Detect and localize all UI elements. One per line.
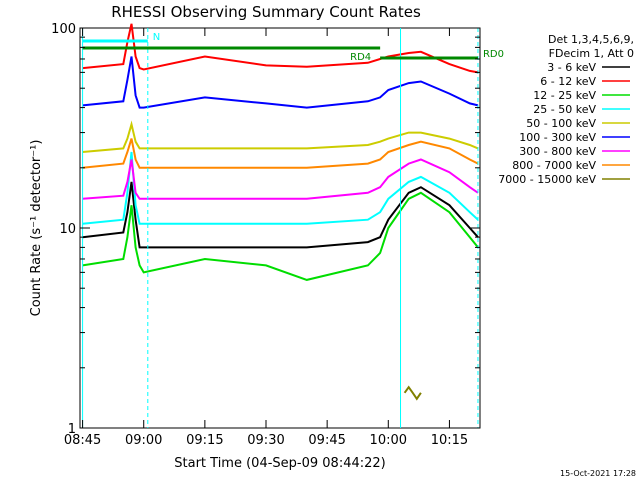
series-line-2 [82, 191, 479, 281]
plot-frame [79, 27, 481, 429]
series-line-4 [82, 120, 479, 153]
series-line-3 [82, 151, 479, 225]
x-tick-label-6: 10:15 [431, 433, 468, 448]
marker-layer: N RD4 RD0 [82, 28, 504, 428]
marker-label-rd0: RD0 [483, 49, 504, 60]
legend-label-3: 25 - 50 keV [533, 103, 596, 116]
x-tick-label-0: 08:45 [64, 433, 101, 448]
marker-label-rd4: RD4 [350, 52, 371, 63]
legend: Det 1,3,4,5,6,9, FDecim 1, Att 0 3 - 6 k… [498, 33, 634, 186]
y-axis-label: Count Rate (s⁻¹ detector⁻¹) [29, 140, 44, 317]
x-axis: 08:45 09:00 09:15 09:30 09:45 10:00 10:15 [64, 28, 468, 448]
y-tick-label-1: 10 [59, 222, 76, 237]
legend-label-7: 800 - 7000 keV [512, 159, 596, 172]
series-layer [82, 23, 479, 401]
x-axis-label: Start Time (04-Sep-09 08:44:22) [174, 456, 385, 471]
y-tick-label-0: 1 [68, 422, 76, 437]
footer-date: 15-Oct-2021 17:28 [560, 469, 636, 478]
series-line-6 [82, 158, 479, 200]
legend-label-1: 6 - 12 keV [540, 75, 596, 88]
legend-label-6: 300 - 800 keV [519, 145, 596, 158]
legend-label-0: 3 - 6 keV [547, 61, 596, 74]
y-axis: 1 10 100 [51, 22, 480, 437]
legend-label-5: 100 - 300 keV [519, 131, 596, 144]
series-line-5 [82, 56, 479, 109]
series-line-0 [82, 181, 479, 249]
x-tick-label-1: 09:00 [125, 433, 162, 448]
series-line-1 [82, 23, 479, 74]
legend-label-2: 12 - 25 keV [533, 89, 596, 102]
series-line-8 [403, 385, 422, 401]
x-tick-label-3: 09:30 [247, 433, 284, 448]
series-line-7 [82, 138, 479, 169]
marker-label-n: N [153, 32, 160, 43]
x-tick-label-2: 09:15 [186, 433, 223, 448]
legend-header-line-2: FDecim 1, Att 0 [549, 47, 634, 60]
legend-header-line-1: Det 1,3,4,5,6,9, [548, 33, 634, 46]
y-tick-label-2: 100 [51, 22, 76, 37]
legend-label-8: 7000 - 15000 keV [498, 173, 596, 186]
chart-title: RHESSI Observing Summary Count Rates [111, 3, 421, 21]
x-tick-label-4: 09:45 [308, 433, 345, 448]
x-tick-label-5: 10:00 [370, 433, 407, 448]
legend-label-4: 50 - 100 keV [526, 117, 596, 130]
